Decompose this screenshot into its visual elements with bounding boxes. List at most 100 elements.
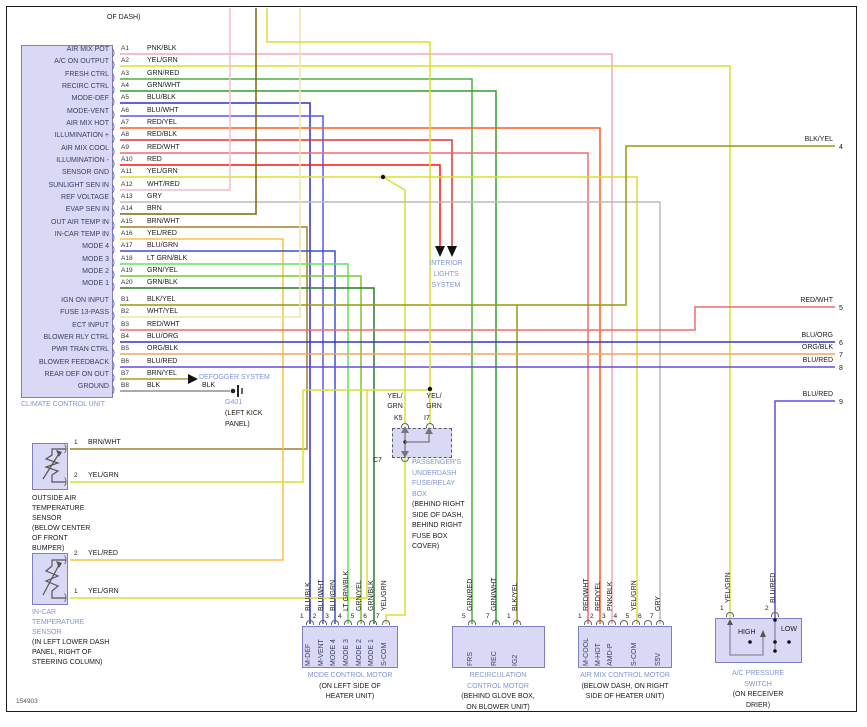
unit-pin-bracket: ) <box>112 384 115 395</box>
wire-color-label: BRN <box>147 205 162 213</box>
arrow-down-icon <box>435 246 445 257</box>
right-stub-wire-label: BLU/RED <box>802 357 833 364</box>
component-pin-name-vertical: S5V <box>655 652 662 666</box>
unit-pin-bracket: ) <box>112 334 115 345</box>
wire-color-label: YEL/RED <box>88 550 118 557</box>
right-stub-wire-label: RED/WHT <box>800 297 833 304</box>
sensor-pin-number: 2 <box>74 550 78 557</box>
component-pin-name-vertical: MODE 1 <box>368 639 376 666</box>
sensor-pin-number: 2 <box>74 472 78 479</box>
climate-control-unit-box <box>21 45 113 398</box>
unit-pin-bracket: ) <box>112 59 115 70</box>
unit-pin-id: B2 <box>121 308 129 316</box>
unit-pin-function-label: A/C ON OUTPUT <box>54 58 109 66</box>
component-pin-arc <box>331 620 340 625</box>
wire-color-label: BLK/YEL <box>147 296 176 303</box>
wire-a19-grn-yel <box>120 275 362 624</box>
unit-pin-bracket: ) <box>112 71 115 82</box>
component-pin-number: 2 <box>765 605 769 612</box>
wire-color-label: RED/BLK <box>147 131 177 139</box>
right-stub-number: 7 <box>839 352 843 359</box>
component-pin-arc <box>584 620 592 625</box>
wire-yel-grn-incar-sensor <box>70 390 368 599</box>
fuse-pin-arc <box>401 457 409 462</box>
unit-pin-id: A2 <box>121 57 129 65</box>
wire-color-label-vertical: GRN/WHT <box>491 577 498 611</box>
fuse-box-location-label: COVER) <box>412 543 440 550</box>
wire-color-label: RED/YEL <box>147 118 177 126</box>
unit-pin-bracket: ) <box>112 256 115 267</box>
switch-arrow-up-icon <box>760 630 766 637</box>
component-pin-name-vertical: AMD-P <box>607 643 614 666</box>
switch-contact-dot <box>773 640 777 644</box>
switch-contact-dot <box>773 618 777 622</box>
wire-a12-wht-red <box>120 8 231 191</box>
wire-color-label: BLK <box>147 382 161 390</box>
unit-pin-bracket: ) <box>112 96 115 107</box>
wire-a1-pnk-blk <box>120 53 613 624</box>
sensor-location-label: PANEL, RIGHT OF <box>32 649 92 656</box>
wire-color-label: PNK/BLK <box>147 45 177 52</box>
interior-lights-label: SYSTEM <box>431 282 461 289</box>
sensor-name-label: SENSOR <box>32 629 62 636</box>
component-pin-name-vertical: MODE 4 <box>330 639 338 666</box>
unit-pin-function-label: MODE 2 <box>82 267 109 275</box>
unit-pin-id: A8 <box>121 131 129 139</box>
right-stub-wire-label: BLU/ORG <box>801 332 833 339</box>
component-pin-number: 1 <box>720 605 724 612</box>
unit-pin-id: B6 <box>121 357 129 365</box>
component-pin-name-vertical: FRS <box>467 652 474 666</box>
unit-pin-id: A5 <box>121 94 129 102</box>
wire-color-label: ORG/BLK <box>147 345 179 353</box>
component-pin-number: 7 <box>650 613 654 620</box>
unit-pin-id: A1 <box>121 45 129 52</box>
wire-color-label-vertical: GRN/BLK <box>368 580 376 611</box>
arrow-down-icon <box>447 246 457 257</box>
wire-a18-lt-grn-blk <box>120 263 349 624</box>
switch-contact-dot <box>773 649 777 653</box>
fuse-box-name-label: PASSENGER'S <box>412 459 462 466</box>
fuse-pin-arc <box>401 423 409 428</box>
component-name-label: AIR MIX CONTROL MOTOR <box>580 672 670 679</box>
sensor-pin-number: 1 <box>74 588 78 595</box>
component-pin-arc <box>468 620 476 625</box>
wire-b3-red-wht <box>120 306 835 331</box>
unit-pin-function-label: AIR MIX COOL <box>61 144 109 152</box>
fuse-wire-color-label: YEL/ <box>387 393 403 400</box>
component-location-label: ON BLOWER UNIT) <box>466 703 530 711</box>
unit-pin-id: A7 <box>121 118 129 126</box>
wire-b2-wht-yel <box>120 8 301 318</box>
component-pin-name-vertical: M-VENT <box>317 639 325 666</box>
sensor-pin-bracket: ) <box>64 443 67 453</box>
unit-pin-function-label: BLOWER FEEDBACK <box>38 358 109 366</box>
wire-color-label: BLU/BLK <box>147 94 176 102</box>
fuse-box-location-label: (BEHIND RIGHT <box>412 501 465 508</box>
wire-a9-red-wht <box>120 152 589 624</box>
component-pin-arc <box>369 620 378 625</box>
switch-contact-dot <box>748 640 752 644</box>
wire-color-label: RED <box>147 155 162 163</box>
unit-pin-id: A17 <box>121 242 133 250</box>
ground-id-label: G401 <box>225 399 243 406</box>
component-pin-arc <box>306 620 314 625</box>
wire-color-label: YEL/RED <box>147 229 177 237</box>
junction-dot <box>427 386 433 392</box>
unit-pin-bracket: ) <box>112 310 115 321</box>
fuse-box-location-label: BEHIND RIGHT <box>412 522 463 529</box>
unit-pin-function-label: SUNLIGHT SEN IN <box>48 181 109 189</box>
unit-pin-id: B1 <box>121 296 129 303</box>
arrow-right-icon <box>188 374 198 384</box>
fuse-box-name-label: UNDERDASH <box>412 469 457 477</box>
unit-pin-id: A4 <box>121 81 129 89</box>
unit-pin-bracket: ) <box>112 182 115 193</box>
right-stub-number: 9 <box>839 399 843 406</box>
unit-pin-bracket: ) <box>112 145 115 156</box>
defogger-blk-label: BLK <box>202 382 216 389</box>
wire-color-label: GRY <box>147 192 163 200</box>
wire-a10-red <box>120 164 441 246</box>
sensor-location-label: (IN LEFT LOWER DASH <box>32 639 110 646</box>
unit-pin-function-label: FRESH CTRL <box>65 70 109 78</box>
component-pin-number: 1 <box>300 613 304 620</box>
unit-pin-bracket: ) <box>112 322 115 333</box>
